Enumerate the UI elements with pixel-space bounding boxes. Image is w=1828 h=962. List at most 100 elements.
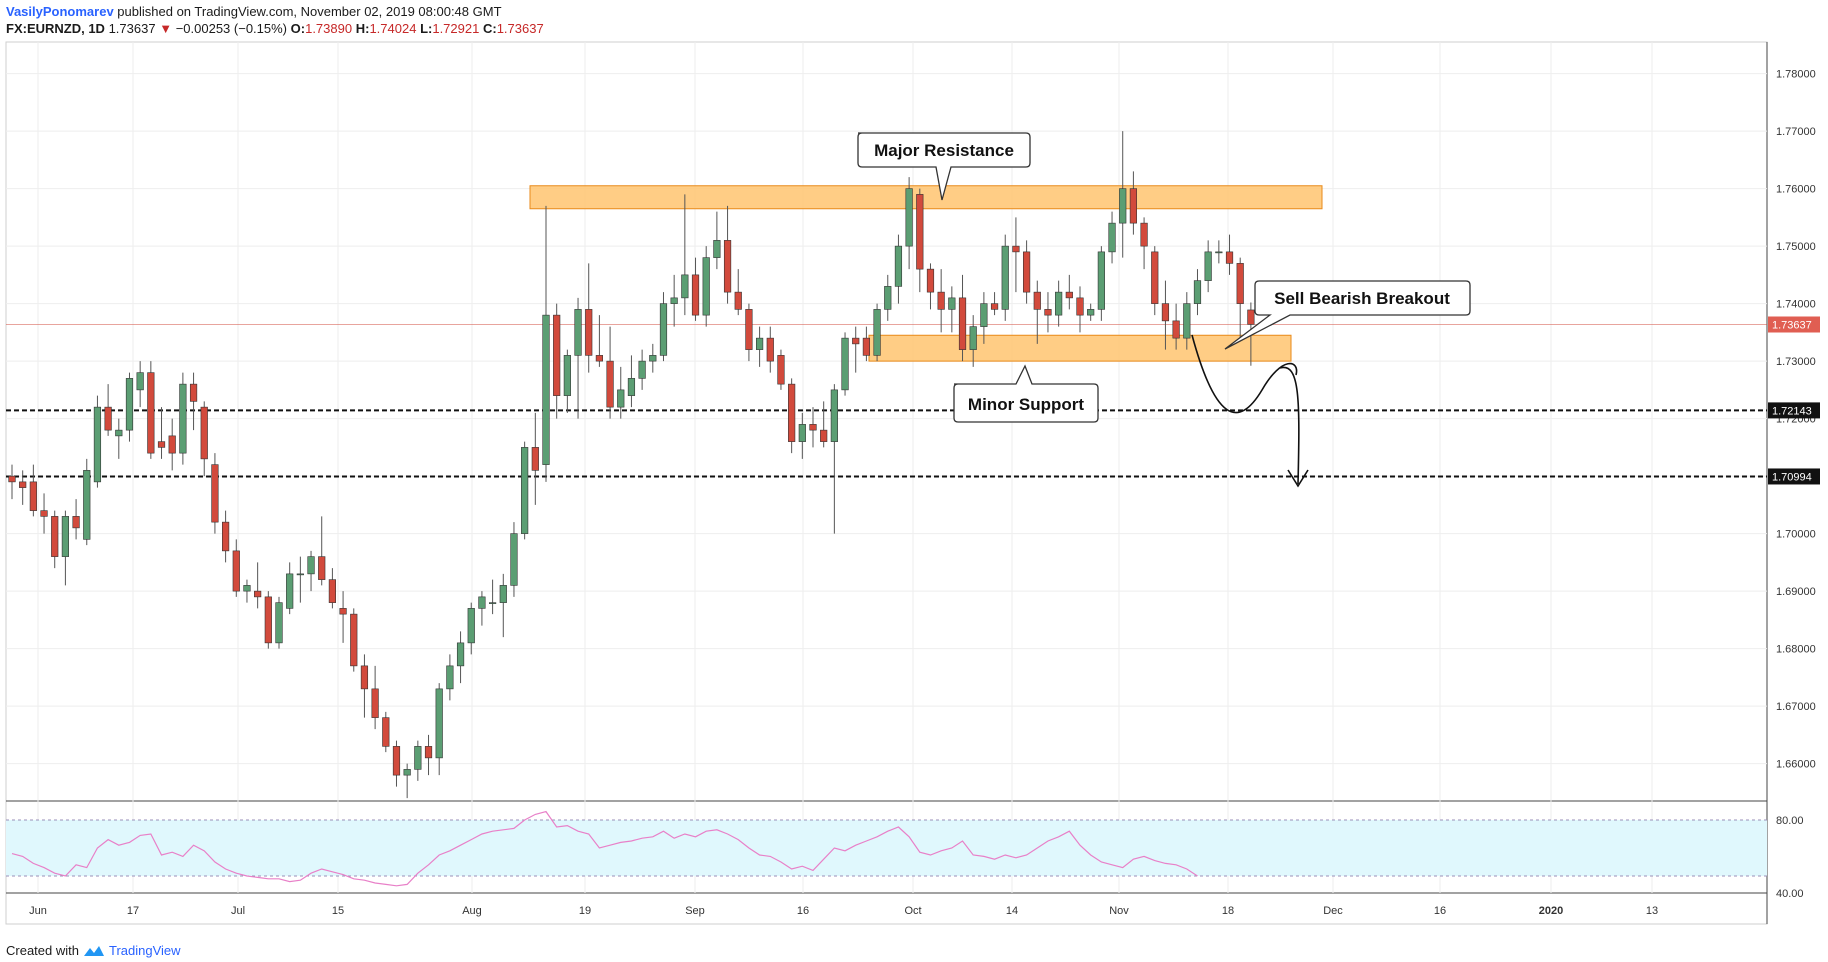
tradingview-brand-link[interactable]: TradingView (108, 943, 181, 958)
candle (1012, 217, 1020, 293)
candle-body (1183, 303, 1191, 339)
candle (777, 349, 785, 390)
candle-body (553, 314, 561, 396)
candle-body (1076, 297, 1084, 316)
candle (61, 510, 69, 586)
candle (659, 292, 668, 362)
candle (627, 355, 636, 408)
candle-body (254, 590, 262, 598)
candle (755, 326, 764, 367)
candle (1193, 269, 1202, 316)
candle-body (403, 769, 411, 776)
candle-body (563, 355, 571, 396)
candle (649, 343, 657, 373)
candle (713, 211, 721, 270)
candle (200, 401, 208, 477)
zones[interactable] (529, 185, 1323, 362)
candle-body (392, 746, 401, 776)
grid (6, 42, 1767, 893)
candle (691, 257, 700, 321)
price-tick-label: 1.68000 (1776, 644, 1816, 656)
candle (488, 579, 497, 615)
candle (93, 395, 102, 488)
zone-major-resistance[interactable] (529, 185, 1323, 210)
time-tick-label: 13 (1646, 905, 1658, 917)
open-value: 1.73890 (305, 21, 353, 36)
candle (670, 274, 678, 327)
candle (264, 591, 272, 649)
candle-body (136, 372, 144, 391)
candle (990, 292, 999, 316)
candle-body (788, 383, 796, 442)
candle (969, 315, 977, 367)
candle-body (649, 355, 657, 362)
projection-curve[interactable] (1191, 334, 1298, 414)
price-axis[interactable]: 1.78000 1.77000 1.76000 1.75000 1.74000 1.730… (1768, 69, 1820, 900)
candle-body (1236, 263, 1244, 304)
candle (1108, 211, 1116, 264)
chart-frame (5, 41, 1768, 925)
sell-breakout-callout[interactable]: Sell Bearish Breakout (1224, 280, 1471, 350)
minor-support-callout[interactable]: Minor Support (953, 364, 1099, 423)
candle-body (264, 596, 272, 644)
last-price-tag: 1.73637 (1772, 319, 1812, 331)
candle (40, 493, 48, 534)
candle (723, 205, 732, 304)
candle-body (424, 746, 433, 759)
time-tick-label: 14 (1006, 905, 1018, 917)
candle-body (1225, 251, 1234, 264)
candle-body (328, 579, 337, 603)
projection-arrow-shaft[interactable] (1279, 366, 1300, 485)
candle-body (809, 424, 817, 431)
candle (1140, 217, 1148, 270)
major-resistance-callout[interactable]: Major Resistance (857, 132, 1031, 201)
candle-body (286, 573, 294, 609)
candle-body (1140, 222, 1148, 247)
candle (1225, 234, 1234, 275)
candle (392, 740, 401, 787)
candle-body (19, 481, 27, 488)
close-label: C: (482, 21, 497, 36)
drawings[interactable] (1191, 334, 1309, 488)
candle-body (8, 475, 16, 483)
candle (222, 510, 230, 563)
time-axis[interactable]: Jun 17 Jul 15 Aug 19 Sep 16 Oct 14 Nov 18 Dec 16 2020 1… (29, 905, 1658, 917)
price-tick-label: 1.78000 (1776, 69, 1816, 81)
zone-minor-support[interactable] (868, 334, 1292, 362)
horizontal-levels[interactable] (6, 323, 1767, 478)
candle (1033, 280, 1041, 344)
time-tick-label: Nov (1109, 905, 1129, 917)
candle (798, 412, 806, 459)
candle-body (125, 378, 134, 431)
candle (745, 303, 753, 362)
candle-body (339, 608, 347, 615)
candle (307, 550, 315, 592)
candle (435, 683, 443, 776)
candle-body (574, 309, 582, 356)
candle-body (681, 274, 689, 299)
price-tick-label: 1.73000 (1776, 356, 1816, 368)
candle-body (1161, 303, 1170, 322)
candle-body (243, 585, 251, 592)
author-link[interactable]: VasilyPonomarev (6, 4, 114, 19)
publish-text: published on TradingView.com, November 0… (117, 4, 502, 19)
time-tick-label: Oct (904, 905, 921, 917)
candle (286, 562, 294, 615)
candle-body (1204, 251, 1212, 281)
candle-body (1097, 251, 1105, 310)
candle-body (723, 240, 732, 293)
candle-body (467, 608, 475, 644)
price-change: −0.00253 (−0.15%) (175, 21, 288, 36)
symbol-label[interactable]: FX:EURNZD, 1D (6, 21, 105, 36)
candle (19, 470, 27, 505)
symbol-legend: FX:EURNZD, 1D 1.73637 ▼ −0.00253 (−0.15%… (6, 21, 544, 36)
candle (1183, 292, 1191, 350)
candle (531, 412, 539, 505)
rsi-band (6, 820, 1767, 876)
callout-box (857, 132, 1031, 201)
candle-body (1001, 245, 1009, 310)
candle-body (542, 314, 550, 465)
candle (595, 315, 603, 367)
candle (958, 274, 967, 362)
